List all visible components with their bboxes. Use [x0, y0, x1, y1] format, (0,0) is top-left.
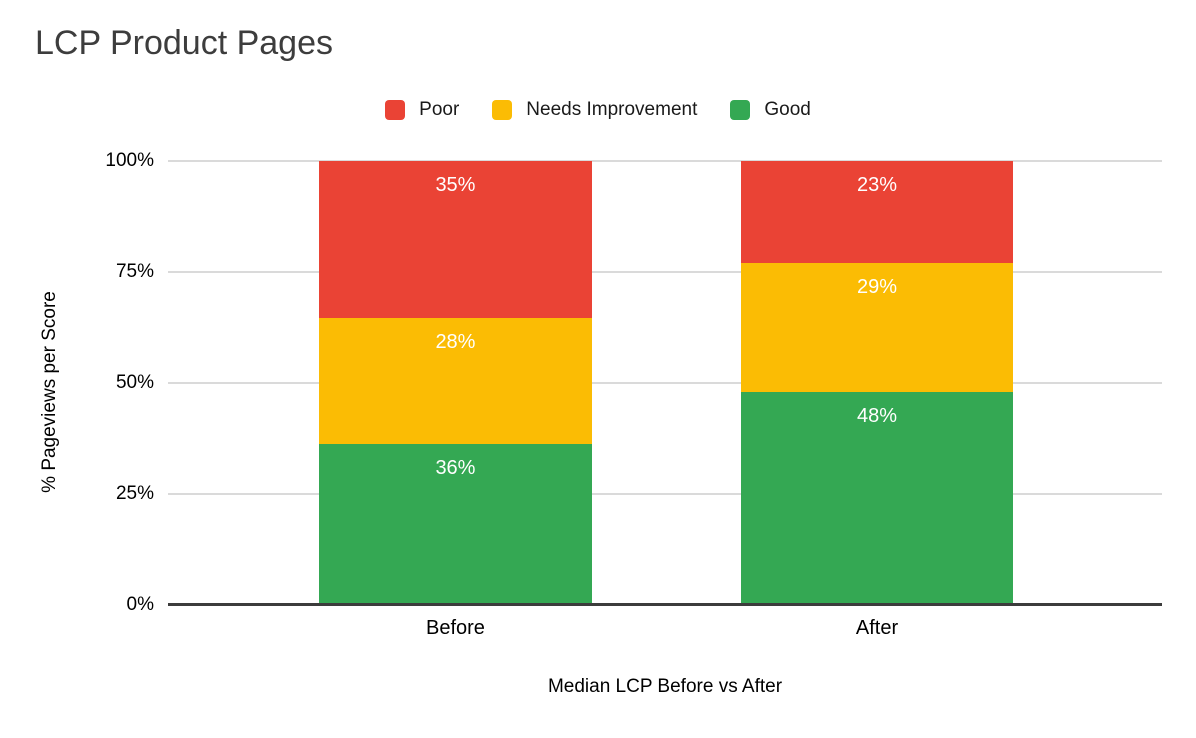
legend-swatch-good — [730, 100, 751, 120]
bar-segment-after-good: 48% — [740, 391, 1014, 605]
value-label: 28% — [435, 330, 476, 353]
bar-before: 35% 28% 36% — [318, 161, 592, 605]
bar-segment-before-needs-improvement: 28% — [318, 317, 592, 444]
value-label: 48% — [856, 404, 898, 427]
bar-segment-after-poor: 23% — [740, 161, 1014, 264]
plot-area: 100% 75% 50% 25% 0% 35% 28% 36% Before 23% 29% 48% A… — [105, 150, 1162, 639]
legend-label: Poor — [419, 99, 460, 120]
bar-after: 23% 29% 48% — [740, 161, 1014, 605]
value-label: 29% — [856, 276, 898, 299]
y-tick-label-25: 25% — [115, 483, 154, 504]
legend-item-poor: Poor — [385, 99, 459, 121]
y-tick-label-0: 0% — [126, 594, 154, 615]
legend: Poor Needs Improvement Good — [0, 96, 1196, 124]
legend-label: Good — [764, 99, 811, 120]
chart-title: LCP Product Pages — [35, 24, 333, 62]
gridline-50 — [168, 382, 1162, 384]
legend-item-needs-improvement: Needs Improvement — [492, 99, 697, 121]
value-label: 36% — [435, 456, 476, 479]
gridline-25 — [168, 493, 1162, 495]
x-tick-label-after: After — [855, 617, 899, 639]
x-tick-label-before: Before — [425, 617, 485, 639]
y-axis-title: % Pageviews per Score — [39, 291, 60, 493]
x-axis-line — [168, 603, 1162, 606]
y-tick-label-100: 100% — [105, 150, 154, 171]
legend-swatch-poor — [385, 100, 406, 120]
gridline-100 — [168, 160, 1162, 162]
x-axis-title: Median LCP Before vs After — [547, 676, 783, 697]
y-tick-label-50: 50% — [115, 372, 154, 393]
legend-item-good: Good — [730, 99, 811, 121]
y-tick-label-75: 75% — [115, 261, 154, 282]
bar-segment-before-poor: 35% — [318, 161, 592, 318]
legend-label: Needs Improvement — [526, 99, 698, 120]
bar-segment-before-good: 36% — [318, 443, 592, 605]
legend-swatch-needs-improvement — [492, 100, 513, 120]
bar-segment-after-needs-improvement: 29% — [740, 263, 1014, 392]
gridline-75 — [168, 271, 1162, 273]
value-label: 35% — [435, 174, 476, 196]
value-label: 23% — [856, 174, 898, 196]
